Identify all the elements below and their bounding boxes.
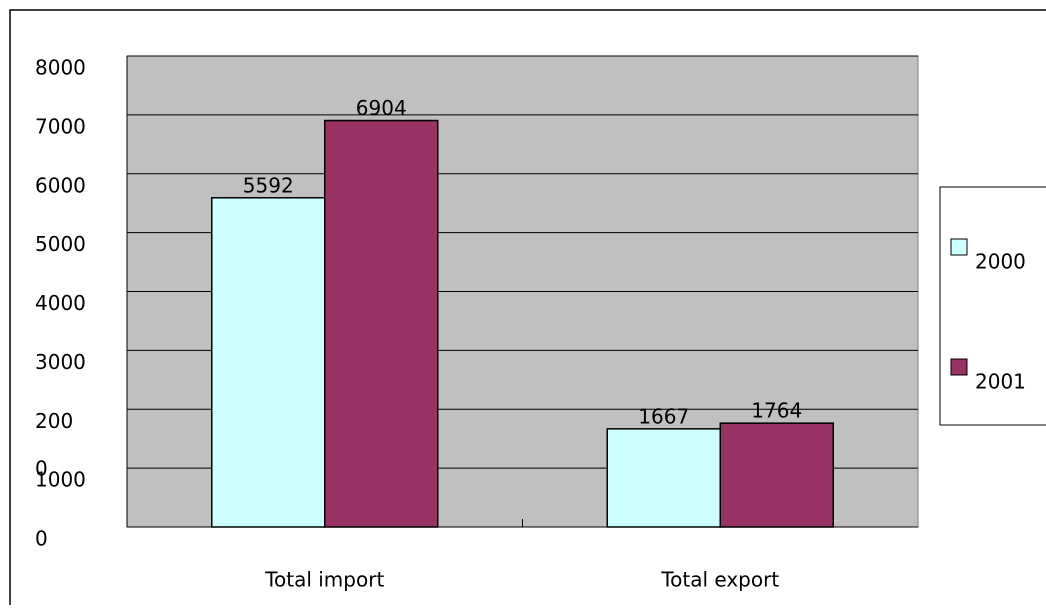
y-tick-label: 1000: [35, 468, 86, 492]
value-label: 1667: [638, 404, 689, 428]
annotation: 0: [35, 457, 48, 481]
y-tick-label: 200: [35, 409, 73, 433]
y-tick-label: 7000: [35, 114, 86, 138]
y-tick-label: 4000: [35, 291, 86, 315]
bar: [211, 197, 326, 528]
legend-box: [939, 186, 1046, 426]
bar: [324, 119, 439, 528]
legend-label: 2000: [975, 250, 1026, 274]
bar: [719, 422, 834, 528]
bar: [606, 428, 721, 528]
legend-swatch: [950, 238, 968, 256]
y-tick-label: 6000: [35, 173, 86, 197]
legend-label: 2001: [975, 370, 1026, 394]
value-label: 6904: [356, 96, 407, 120]
y-tick-label: 0: [35, 527, 48, 551]
x-tick-label: Total import: [264, 568, 384, 592]
value-label: 5592: [243, 173, 294, 197]
y-tick-label: 5000: [35, 232, 86, 256]
y-tick-label: 3000: [35, 350, 86, 374]
x-tick-label: Total export: [660, 568, 779, 592]
value-label: 1764: [751, 399, 802, 423]
y-tick-label: 8000: [35, 56, 86, 80]
legend-swatch: [950, 358, 968, 376]
